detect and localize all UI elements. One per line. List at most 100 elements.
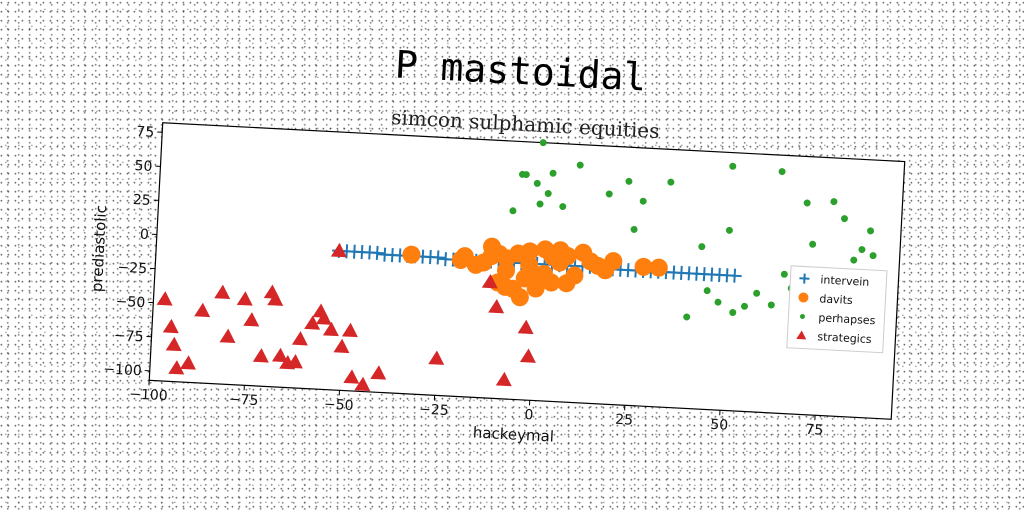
data-point-strategics: [165, 336, 182, 352]
data-point-perhapses: [549, 169, 557, 177]
data-point-davits: [604, 252, 623, 271]
data-point-perhapses: [522, 171, 530, 179]
y-axis-label: prediastolic: [88, 205, 111, 293]
data-point-strategics: [156, 291, 173, 306]
data-point-strategics: [341, 322, 358, 338]
data-point-strategics: [179, 355, 196, 370]
data-point-perhapses: [605, 190, 613, 198]
x-tick-label: −75: [228, 392, 258, 410]
marker-stroke: [672, 265, 676, 280]
data-point-strategics: [796, 330, 807, 340]
data-point-perhapses: [630, 225, 638, 233]
data-point-strategics: [168, 360, 185, 375]
y-tick-label: 0: [140, 227, 150, 243]
y-tick-label: −25: [117, 260, 147, 278]
data-point-perhapses: [725, 226, 733, 234]
data-point-davits: [551, 241, 570, 260]
legend-label-intervein: intervein: [820, 273, 870, 289]
data-point-strategics: [214, 284, 231, 300]
data-point-perhapses: [714, 298, 722, 306]
series-strategics: [156, 242, 536, 392]
marker-stroke: [733, 268, 737, 283]
data-point-davits: [510, 288, 529, 307]
series-davits: [402, 237, 668, 307]
data-point-davits: [520, 242, 539, 261]
marker-stroke: [368, 245, 371, 260]
y-tick-label: 50: [134, 158, 153, 175]
x-tick-label: 75: [805, 422, 824, 439]
legend-box: [786, 265, 888, 354]
data-point-intervein: [727, 268, 742, 283]
data-point-perhapses: [741, 302, 749, 310]
x-tick-label: 0: [524, 407, 534, 423]
data-point-strategics: [428, 350, 445, 365]
marker-stroke: [421, 249, 425, 264]
y-tick-label: 25: [132, 192, 151, 209]
marker-stroke: [725, 268, 729, 283]
data-point-perhapses: [536, 200, 544, 208]
data-point-davits: [542, 273, 561, 292]
data-point-strategics: [286, 354, 303, 369]
data-point-strategics: [481, 274, 498, 289]
legend-label-strategics: strategics: [817, 330, 872, 346]
x-tick-label: 50: [710, 417, 729, 434]
data-point-perhapses: [533, 179, 541, 187]
data-point-strategics: [236, 291, 253, 306]
data-point-perhapses: [840, 215, 848, 223]
legend: intervein davits perhapses strategics: [786, 265, 888, 354]
data-point-perhapses: [683, 313, 691, 321]
marker-stroke: [345, 244, 349, 259]
data-point-perhapses: [799, 313, 805, 319]
marker-stroke: [383, 247, 387, 262]
marker-stroke: [680, 265, 683, 280]
chart-title: P mastoidal: [394, 42, 648, 99]
data-point-strategics: [495, 371, 512, 387]
marker-stroke: [375, 245, 379, 260]
data-point-perhapses: [809, 240, 817, 248]
data-point-perhapses: [539, 139, 547, 147]
data-point-davits: [557, 274, 576, 293]
data-point-davits: [496, 277, 515, 296]
data-point-perhapses: [729, 309, 737, 317]
marker-stroke: [695, 266, 698, 281]
data-point-perhapses: [869, 252, 877, 260]
data-point-strategics: [219, 328, 236, 344]
data-point-perhapses: [780, 270, 788, 278]
data-point-davits: [526, 279, 545, 298]
data-point-strategics: [162, 318, 179, 334]
data-point-davits: [798, 292, 809, 303]
plot-area: −100 −75 −50 −25 0 25 50 75 −100 −75 −50 −25 0 25 50 75…: [88, 122, 906, 446]
data-point-intervein: [799, 273, 810, 284]
data-point-perhapses: [803, 199, 811, 207]
data-point-perhapses: [559, 203, 567, 211]
data-point-strategics: [267, 291, 284, 306]
marker-stroke: [398, 248, 402, 263]
legend-label-davits: davits: [819, 292, 853, 307]
marker-stroke: [803, 273, 806, 284]
data-point-perhapses: [509, 207, 517, 215]
data-point-strategics: [370, 365, 387, 380]
marker-stroke: [436, 250, 440, 265]
data-point-perhapses: [850, 256, 858, 264]
data-point-perhapses: [778, 168, 786, 176]
data-point-strategics: [333, 338, 350, 354]
x-tick-label: −50: [324, 397, 354, 415]
data-point-davits: [527, 265, 546, 284]
data-point-strategics: [291, 331, 308, 346]
data-point-perhapses: [703, 287, 711, 295]
y-tick-label: 75: [136, 124, 155, 141]
y-tick-label: −75: [114, 328, 144, 346]
data-point-davits: [536, 240, 555, 259]
data-point-strategics: [330, 242, 347, 258]
data-point-strategics: [322, 321, 339, 337]
data-point-perhapses: [576, 161, 584, 169]
data-point-strategics: [243, 312, 260, 327]
marker-stroke: [444, 252, 447, 267]
data-point-perhapses: [698, 243, 706, 251]
y-tick-label: −100: [103, 361, 142, 379]
data-point-strategics: [304, 315, 321, 330]
data-point-perhapses: [639, 197, 647, 205]
data-point-intervein: [370, 245, 385, 260]
legend-label-perhapses: perhapses: [818, 311, 876, 327]
